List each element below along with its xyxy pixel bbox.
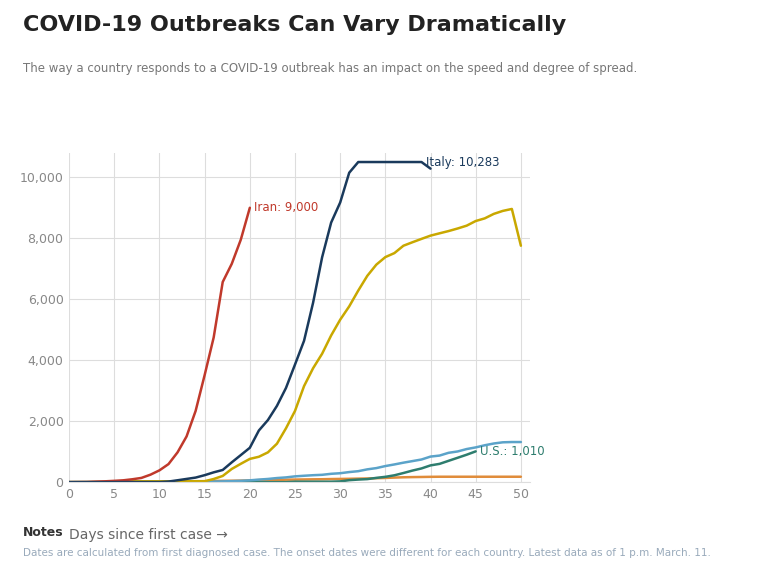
Text: Days since first case →: Days since first case →: [69, 528, 228, 542]
Text: Japan: 1,316: Japan: 1,316: [0, 587, 1, 588]
Text: Singapore: 178: Singapore: 178: [0, 587, 1, 588]
Text: The way a country responds to a COVID-19 outbreak has an impact on the speed and: The way a country responds to a COVID-19…: [23, 62, 637, 75]
Text: Dates are calculated from first diagnosed case. The onset dates were different f: Dates are calculated from first diagnose…: [23, 548, 711, 558]
Text: Italy: 10,283: Italy: 10,283: [426, 156, 499, 169]
Text: COVID-19 Outbreaks Can Vary Dramatically: COVID-19 Outbreaks Can Vary Dramatically: [23, 15, 566, 35]
Text: South Korea:
7,755: South Korea: 7,755: [0, 587, 1, 588]
Text: Notes: Notes: [23, 526, 64, 539]
Text: U.S.: 1,010: U.S.: 1,010: [480, 445, 545, 458]
Text: Iran: 9,000: Iran: 9,000: [254, 201, 319, 214]
